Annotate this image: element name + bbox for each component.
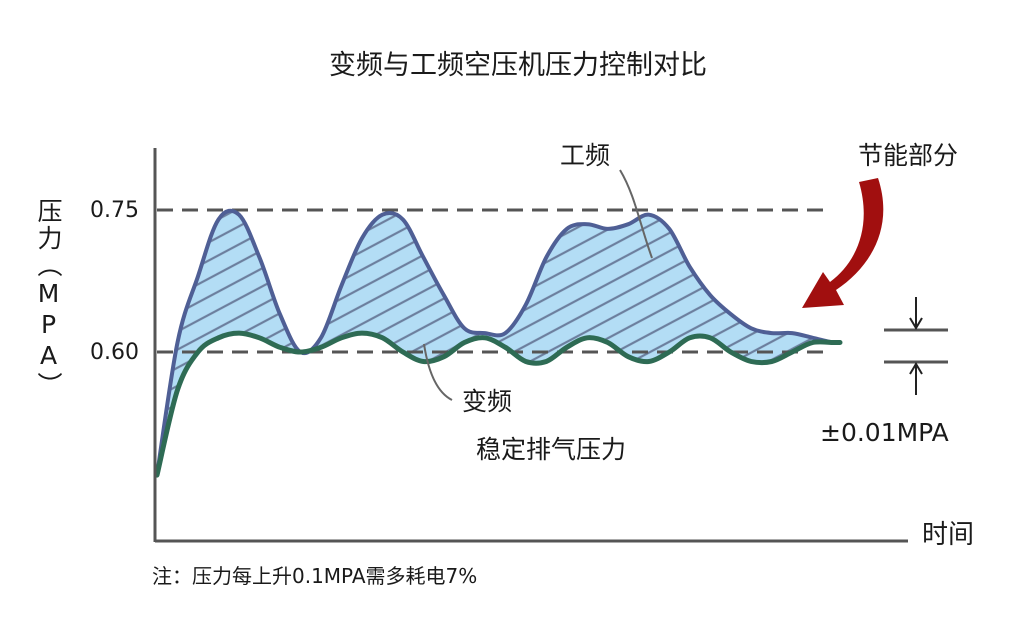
series-label-gongpin: 工频 <box>560 141 611 170</box>
tolerance-arrow-up-icon <box>909 362 923 375</box>
series-line-bianpin <box>154 330 843 478</box>
stable-pressure-label: 稳定排气压力 <box>476 435 627 464</box>
y-axis-label: 压力（MPA） <box>34 198 63 399</box>
series-line-gongpin <box>155 208 842 478</box>
footnote: 注：压力每上升0.1MPA需多耗电7% <box>152 564 478 588</box>
bianpin-leader-line <box>423 343 453 401</box>
gongpin-leader-line <box>619 169 653 259</box>
y-tick-label-075: 0.75 <box>90 198 139 223</box>
tolerance-label: ±0.01MPA <box>820 418 949 447</box>
x-axis-label: 时间 <box>922 520 975 550</box>
chart-title: 变频与工频空压机压力控制对比 <box>329 50 707 81</box>
series-label-bianpin: 变频 <box>462 387 513 416</box>
saving-arrow-icon <box>802 178 884 308</box>
tolerance-arrow-down-icon <box>909 317 923 330</box>
saving-label: 节能部分 <box>858 141 959 170</box>
y-tick-label-060: 0.60 <box>90 340 139 365</box>
